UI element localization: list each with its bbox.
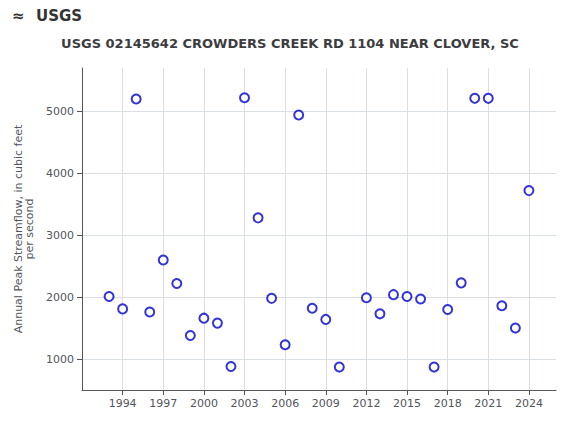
svg-text:per second: per second (23, 199, 36, 260)
svg-text:USGS: USGS (36, 7, 82, 25)
svg-text:4000: 4000 (46, 167, 74, 180)
svg-text:2003: 2003 (231, 397, 259, 410)
svg-text:5000: 5000 (46, 105, 74, 118)
svg-text:2018: 2018 (434, 397, 462, 410)
svg-text:1000: 1000 (46, 353, 74, 366)
svg-text:2024: 2024 (515, 397, 543, 410)
svg-text:Annual Peak Streamflow, in cub: Annual Peak Streamflow, in cubic feet (12, 124, 26, 334)
svg-text:2000: 2000 (190, 397, 218, 410)
svg-text:USGS 02145642 CROWDERS CREEK R: USGS 02145642 CROWDERS CREEK RD 1104 NEA… (61, 36, 519, 51)
svg-text:2015: 2015 (393, 397, 421, 410)
svg-text:2021: 2021 (474, 397, 502, 410)
svg-text:2006: 2006 (271, 397, 299, 410)
svg-text:1997: 1997 (149, 397, 177, 410)
svg-text:2012: 2012 (352, 397, 380, 410)
svg-text:≈: ≈ (12, 7, 25, 25)
svg-text:2000: 2000 (46, 291, 74, 304)
svg-text:2009: 2009 (312, 397, 340, 410)
svg-text:3000: 3000 (46, 229, 74, 242)
svg-text:1994: 1994 (109, 397, 137, 410)
